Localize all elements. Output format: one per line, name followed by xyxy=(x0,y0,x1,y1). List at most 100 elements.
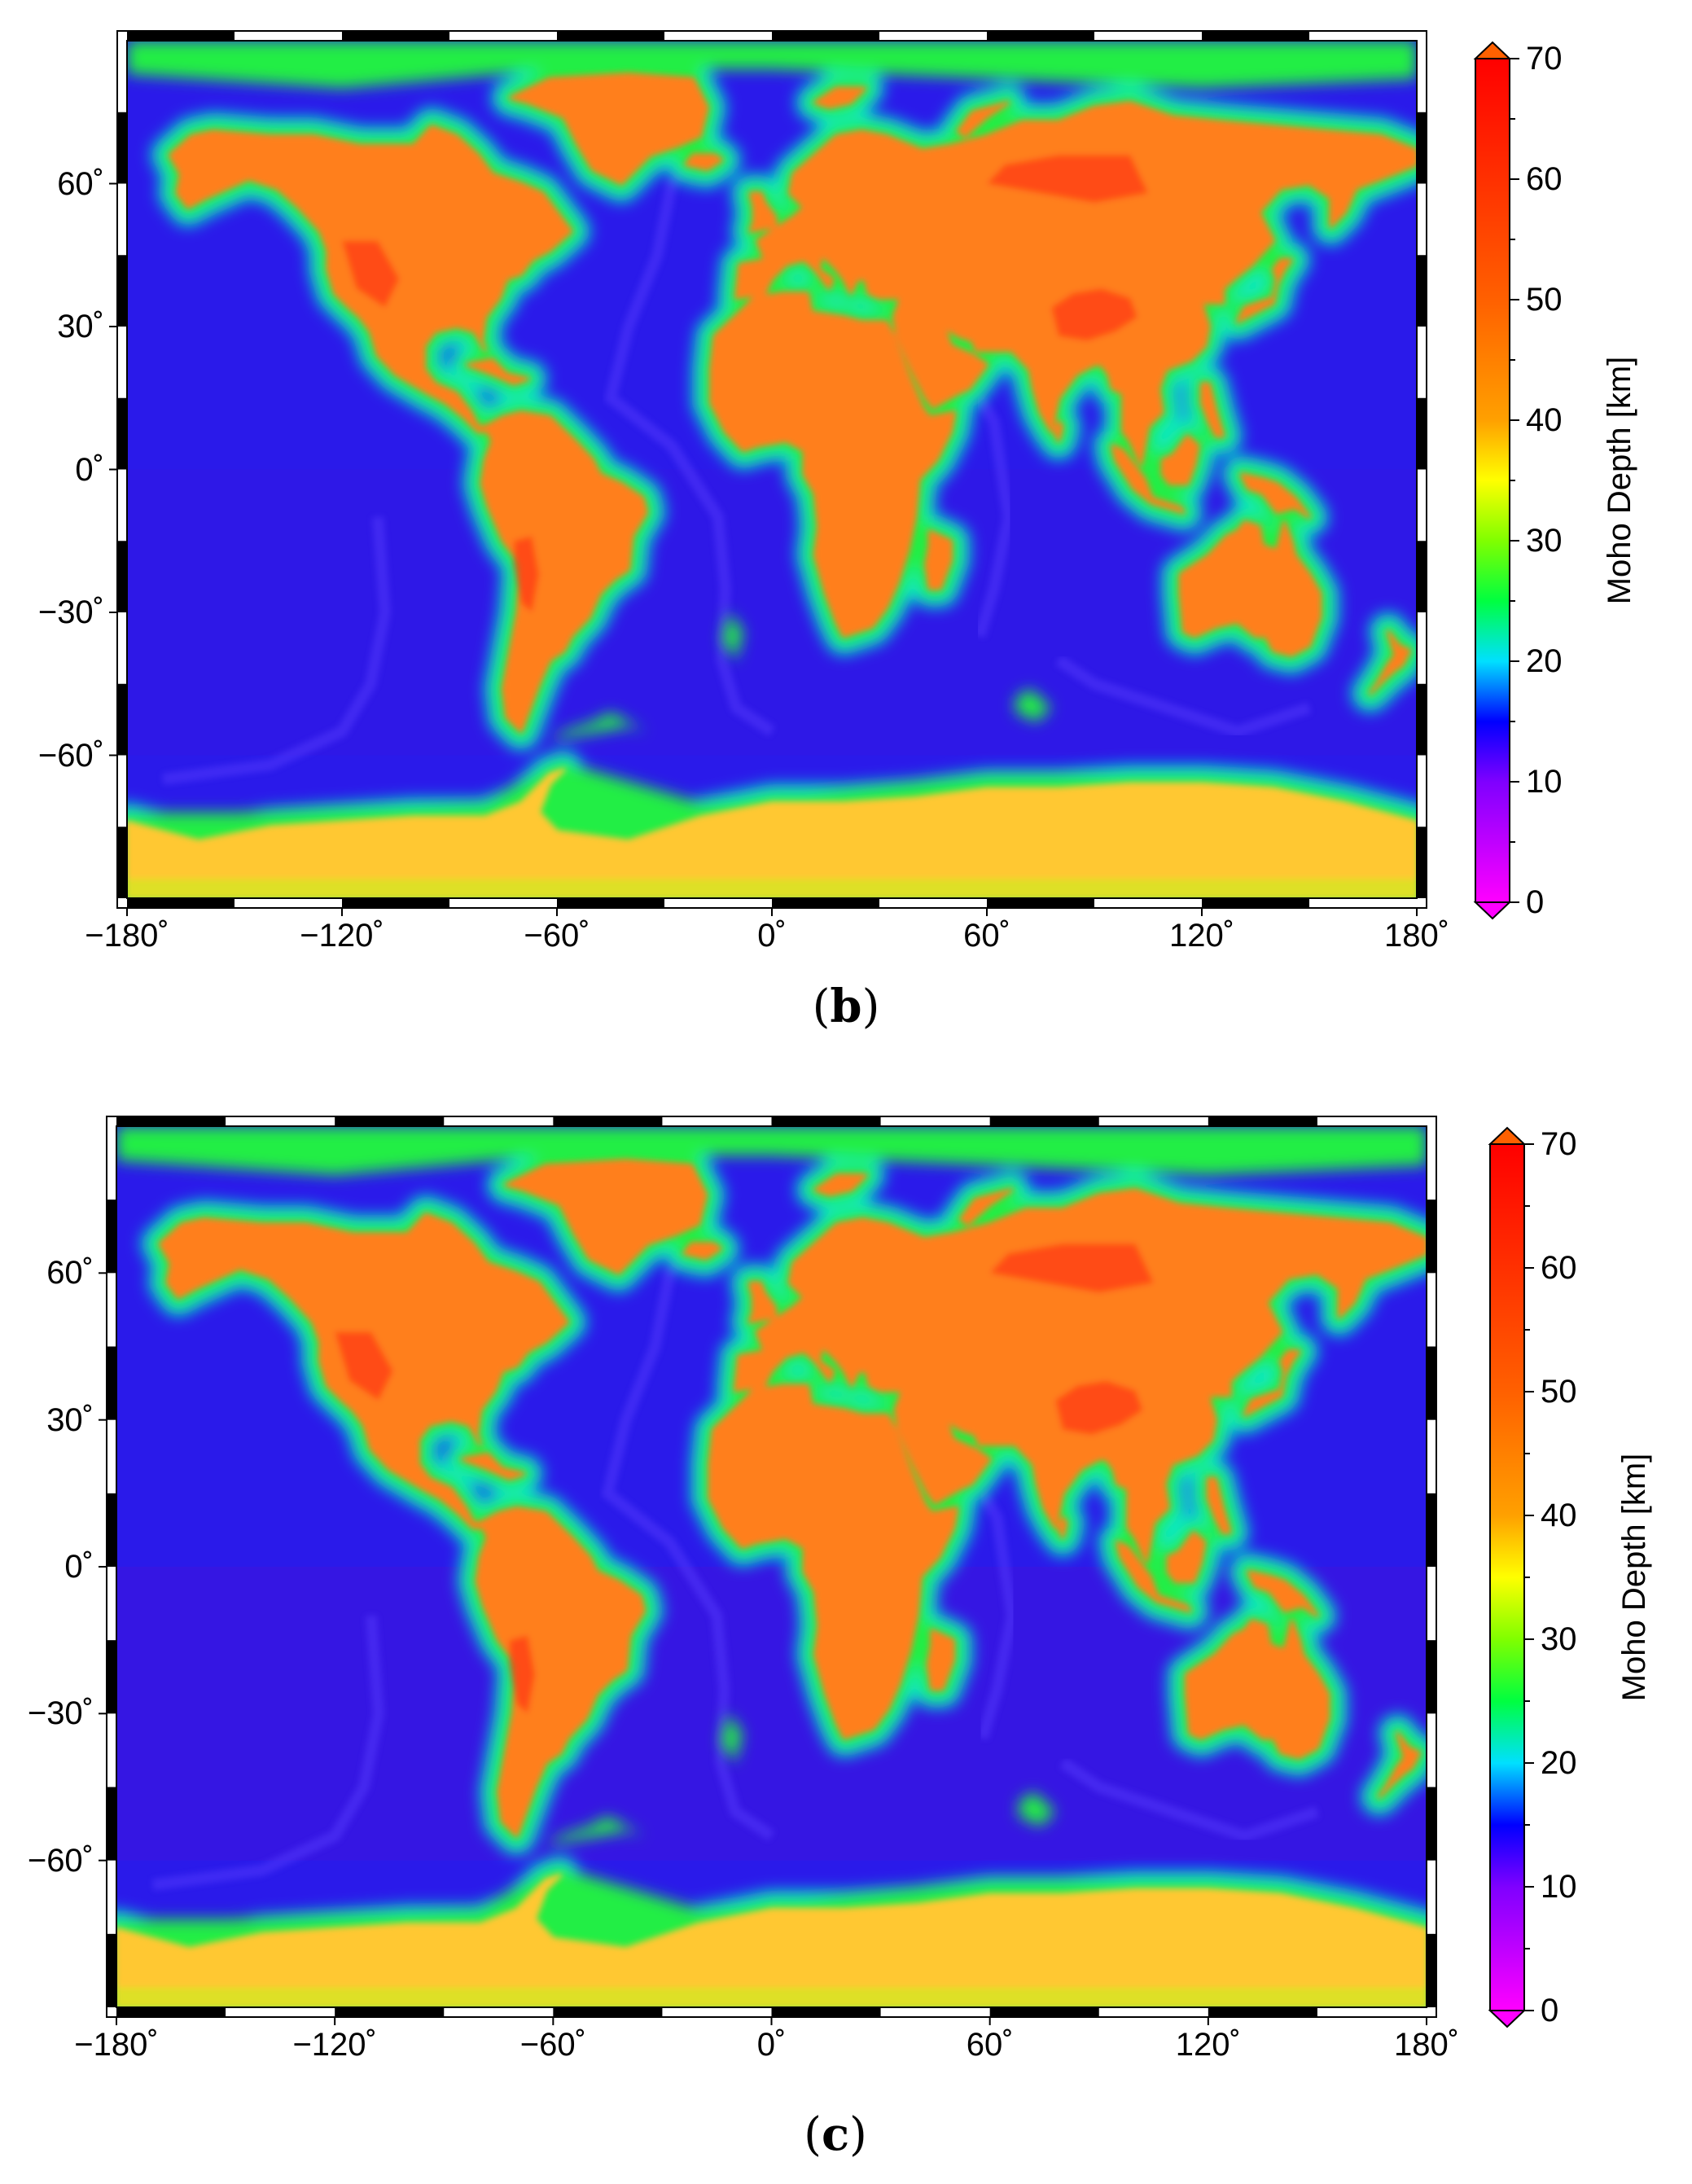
moho-map-b xyxy=(109,30,1519,920)
colorbar-tick-label: 30 xyxy=(1526,523,1563,559)
frame-tick-left xyxy=(107,1787,116,1861)
lon-label: 120˚ xyxy=(1175,2027,1241,2063)
ocean-ridge xyxy=(976,1490,1018,1740)
frame-tick-right xyxy=(1417,541,1427,612)
continent-antarctica xyxy=(116,1873,1427,2007)
continent-antarctica xyxy=(127,768,1417,898)
continent-eurasia xyxy=(733,1188,1427,1563)
frame-tick-right xyxy=(1427,1787,1436,1861)
lat-label: −30˚ xyxy=(27,1695,94,1732)
continent-philippines xyxy=(1200,382,1225,438)
continent-southAmerica xyxy=(475,1506,647,1838)
continent-borneo xyxy=(1160,434,1200,486)
continent-sumatraJava xyxy=(1111,444,1186,515)
frame-tick-left xyxy=(107,1199,116,1274)
colorbar-tick-label: 70 xyxy=(1526,41,1563,77)
lon-label: −180˚ xyxy=(74,2027,159,2063)
colorbar-tick-label: 60 xyxy=(1541,1250,1577,1286)
lon-label: −120˚ xyxy=(292,2027,377,2063)
frame-tick-left xyxy=(117,397,127,470)
continent-sriLanka xyxy=(1053,420,1064,443)
lon-label: −120˚ xyxy=(300,918,384,954)
map-area xyxy=(116,1126,1427,2007)
frame-tick-left xyxy=(107,1493,116,1567)
frame-tick-right xyxy=(1417,827,1427,898)
frame-tick-top xyxy=(772,31,879,41)
frame-tick-top xyxy=(557,31,664,41)
map-frame xyxy=(109,30,1427,916)
lat-label: 60˚ xyxy=(57,165,104,202)
colorbar-tick-label: 0 xyxy=(1541,1993,1559,2028)
lon-label: 60˚ xyxy=(966,2027,1014,2063)
continent-africa xyxy=(709,292,957,638)
frame-tick-bottom xyxy=(553,2007,663,2017)
colorbar-tick-label: 10 xyxy=(1541,1869,1577,1905)
frame-tick-top xyxy=(771,1116,881,1126)
shelf-zone xyxy=(546,1816,645,1846)
ocean-ridge xyxy=(162,516,391,785)
frame-tick-right xyxy=(1427,1199,1436,1274)
frame-tick-right xyxy=(1417,255,1427,327)
colorbar-tick-label: 20 xyxy=(1526,643,1563,679)
ocean-ridge xyxy=(151,1615,384,1891)
frame-tick-left xyxy=(107,1933,116,2007)
continent-layer xyxy=(127,72,1417,898)
frame-tick-bottom xyxy=(1202,898,1309,908)
lat-label: 30˚ xyxy=(57,309,104,344)
lon-label: −60˚ xyxy=(524,918,590,954)
frame-tick-right xyxy=(1427,1933,1436,2007)
thick-crust-zone xyxy=(1055,1380,1143,1435)
lat-label: 0˚ xyxy=(64,1549,94,1585)
frame-tick-bottom xyxy=(771,2007,881,2017)
frame-tick-left xyxy=(117,683,127,756)
continent-africa xyxy=(708,1384,959,1740)
shelf-zone xyxy=(127,41,1417,89)
lon-label: 0˚ xyxy=(757,918,787,954)
continent-madagascar xyxy=(926,1629,955,1691)
lon-label: 180˚ xyxy=(1383,918,1450,954)
thick-crust-zone xyxy=(987,155,1148,203)
continent-borneo xyxy=(1166,1530,1207,1583)
frame-tick-right xyxy=(1427,1346,1436,1420)
frame-tick-right xyxy=(1427,1640,1436,1714)
continent-svalbard xyxy=(813,1173,868,1197)
map-area xyxy=(127,41,1417,898)
thick-crust-zone xyxy=(514,536,539,612)
continent-britain xyxy=(747,1281,777,1324)
colorbar-gradient xyxy=(1475,58,1510,903)
shelf-zone xyxy=(1019,1791,1056,1827)
moho-map-c xyxy=(99,1116,1534,2028)
lat-label: 30˚ xyxy=(46,1401,94,1438)
frame-tick-left xyxy=(117,827,127,898)
colorbar-gradient xyxy=(1489,1143,1525,2011)
frame-tick-top xyxy=(987,31,1094,41)
continent-madagascar xyxy=(924,529,953,590)
thick-crust-zone xyxy=(989,1243,1154,1293)
frame-tick-right xyxy=(1417,112,1427,184)
shelf-zone xyxy=(116,1126,1427,1176)
lon-label: 120˚ xyxy=(1168,918,1235,954)
shelf-zone xyxy=(550,712,647,741)
continent-greenland xyxy=(504,1159,708,1275)
continent-iceland xyxy=(684,153,724,171)
shelf-zone xyxy=(720,1713,743,1763)
continent-southAmerica xyxy=(480,410,648,734)
frame-tick-bottom xyxy=(342,898,449,908)
continent-japan xyxy=(1236,258,1293,324)
frame-tick-left xyxy=(117,255,127,327)
frame-tick-right xyxy=(1417,397,1427,470)
ocean-ridge xyxy=(974,395,1015,638)
continent-layer xyxy=(116,1159,1427,2007)
lon-label: 0˚ xyxy=(756,2027,787,2063)
colorbar-tick-label: 50 xyxy=(1541,1374,1577,1410)
thick-crust-zone xyxy=(335,1331,393,1401)
continent-philippines xyxy=(1206,1476,1232,1534)
frame-tick-bottom xyxy=(335,2007,445,2017)
frame-tick-right xyxy=(1417,683,1427,756)
continent-iceland xyxy=(682,1242,722,1261)
lat-label: −60˚ xyxy=(27,1842,94,1879)
colorbar-tick-label: 20 xyxy=(1541,1745,1577,1781)
frame-tick-left xyxy=(107,1346,116,1420)
frame-tick-bottom xyxy=(987,898,1094,908)
continent-sumatraJava xyxy=(1116,1540,1192,1613)
